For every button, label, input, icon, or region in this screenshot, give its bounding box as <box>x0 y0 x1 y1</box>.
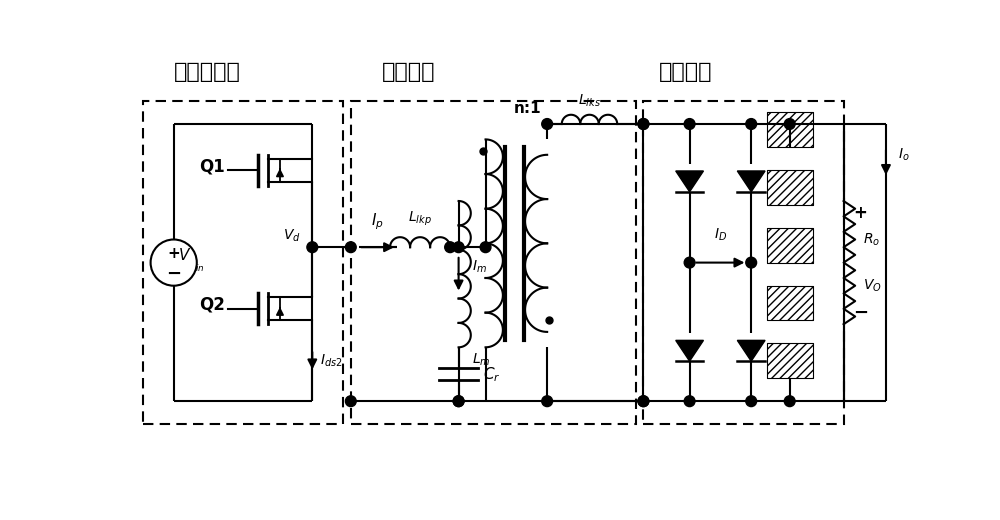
Polygon shape <box>737 341 765 361</box>
Circle shape <box>638 119 649 129</box>
Text: 整流网络: 整流网络 <box>659 62 712 82</box>
Circle shape <box>684 257 695 268</box>
Circle shape <box>638 396 649 407</box>
Circle shape <box>746 119 757 129</box>
Circle shape <box>746 257 757 268</box>
Text: 谐振网络: 谐振网络 <box>382 62 435 82</box>
Circle shape <box>746 396 757 407</box>
Text: −: − <box>853 304 868 322</box>
Text: $I_{ds2}$: $I_{ds2}$ <box>320 353 343 369</box>
Circle shape <box>638 119 649 129</box>
Circle shape <box>684 119 695 129</box>
Text: +: + <box>167 246 180 261</box>
Polygon shape <box>737 171 765 192</box>
Text: Q1: Q1 <box>199 158 225 175</box>
Circle shape <box>453 242 464 253</box>
Text: 方波产生器: 方波产生器 <box>174 62 241 82</box>
Circle shape <box>453 396 464 407</box>
Text: $_{in}$: $_{in}$ <box>195 260 205 273</box>
Text: $I_o$: $I_o$ <box>898 147 909 163</box>
Circle shape <box>445 242 456 253</box>
Text: +: + <box>853 203 867 222</box>
Text: $L_{lks}$: $L_{lks}$ <box>578 92 601 109</box>
Text: $V_d$: $V_d$ <box>283 227 301 244</box>
Text: $R_o$: $R_o$ <box>863 231 880 248</box>
Text: $L_{lkp}$: $L_{lkp}$ <box>408 210 432 228</box>
Text: $V$: $V$ <box>178 247 191 263</box>
Text: $L_m$: $L_m$ <box>472 351 491 368</box>
Circle shape <box>345 242 356 253</box>
Polygon shape <box>676 171 703 192</box>
Text: −: − <box>166 265 181 283</box>
Circle shape <box>453 396 464 407</box>
Circle shape <box>345 396 356 407</box>
Text: $C_r$: $C_r$ <box>483 365 501 384</box>
Polygon shape <box>676 341 703 361</box>
Circle shape <box>784 396 795 407</box>
Circle shape <box>307 242 318 253</box>
Text: $I_p$: $I_p$ <box>371 211 384 232</box>
Circle shape <box>638 396 649 407</box>
Circle shape <box>480 242 491 253</box>
Circle shape <box>542 119 553 129</box>
Circle shape <box>684 396 695 407</box>
Text: n:1: n:1 <box>514 101 542 116</box>
Circle shape <box>784 119 795 129</box>
Text: $I_D$: $I_D$ <box>714 227 727 243</box>
Text: $I_m$: $I_m$ <box>472 258 487 275</box>
Text: Q2: Q2 <box>199 296 225 314</box>
Circle shape <box>542 396 553 407</box>
Text: $V_O$: $V_O$ <box>863 278 882 294</box>
